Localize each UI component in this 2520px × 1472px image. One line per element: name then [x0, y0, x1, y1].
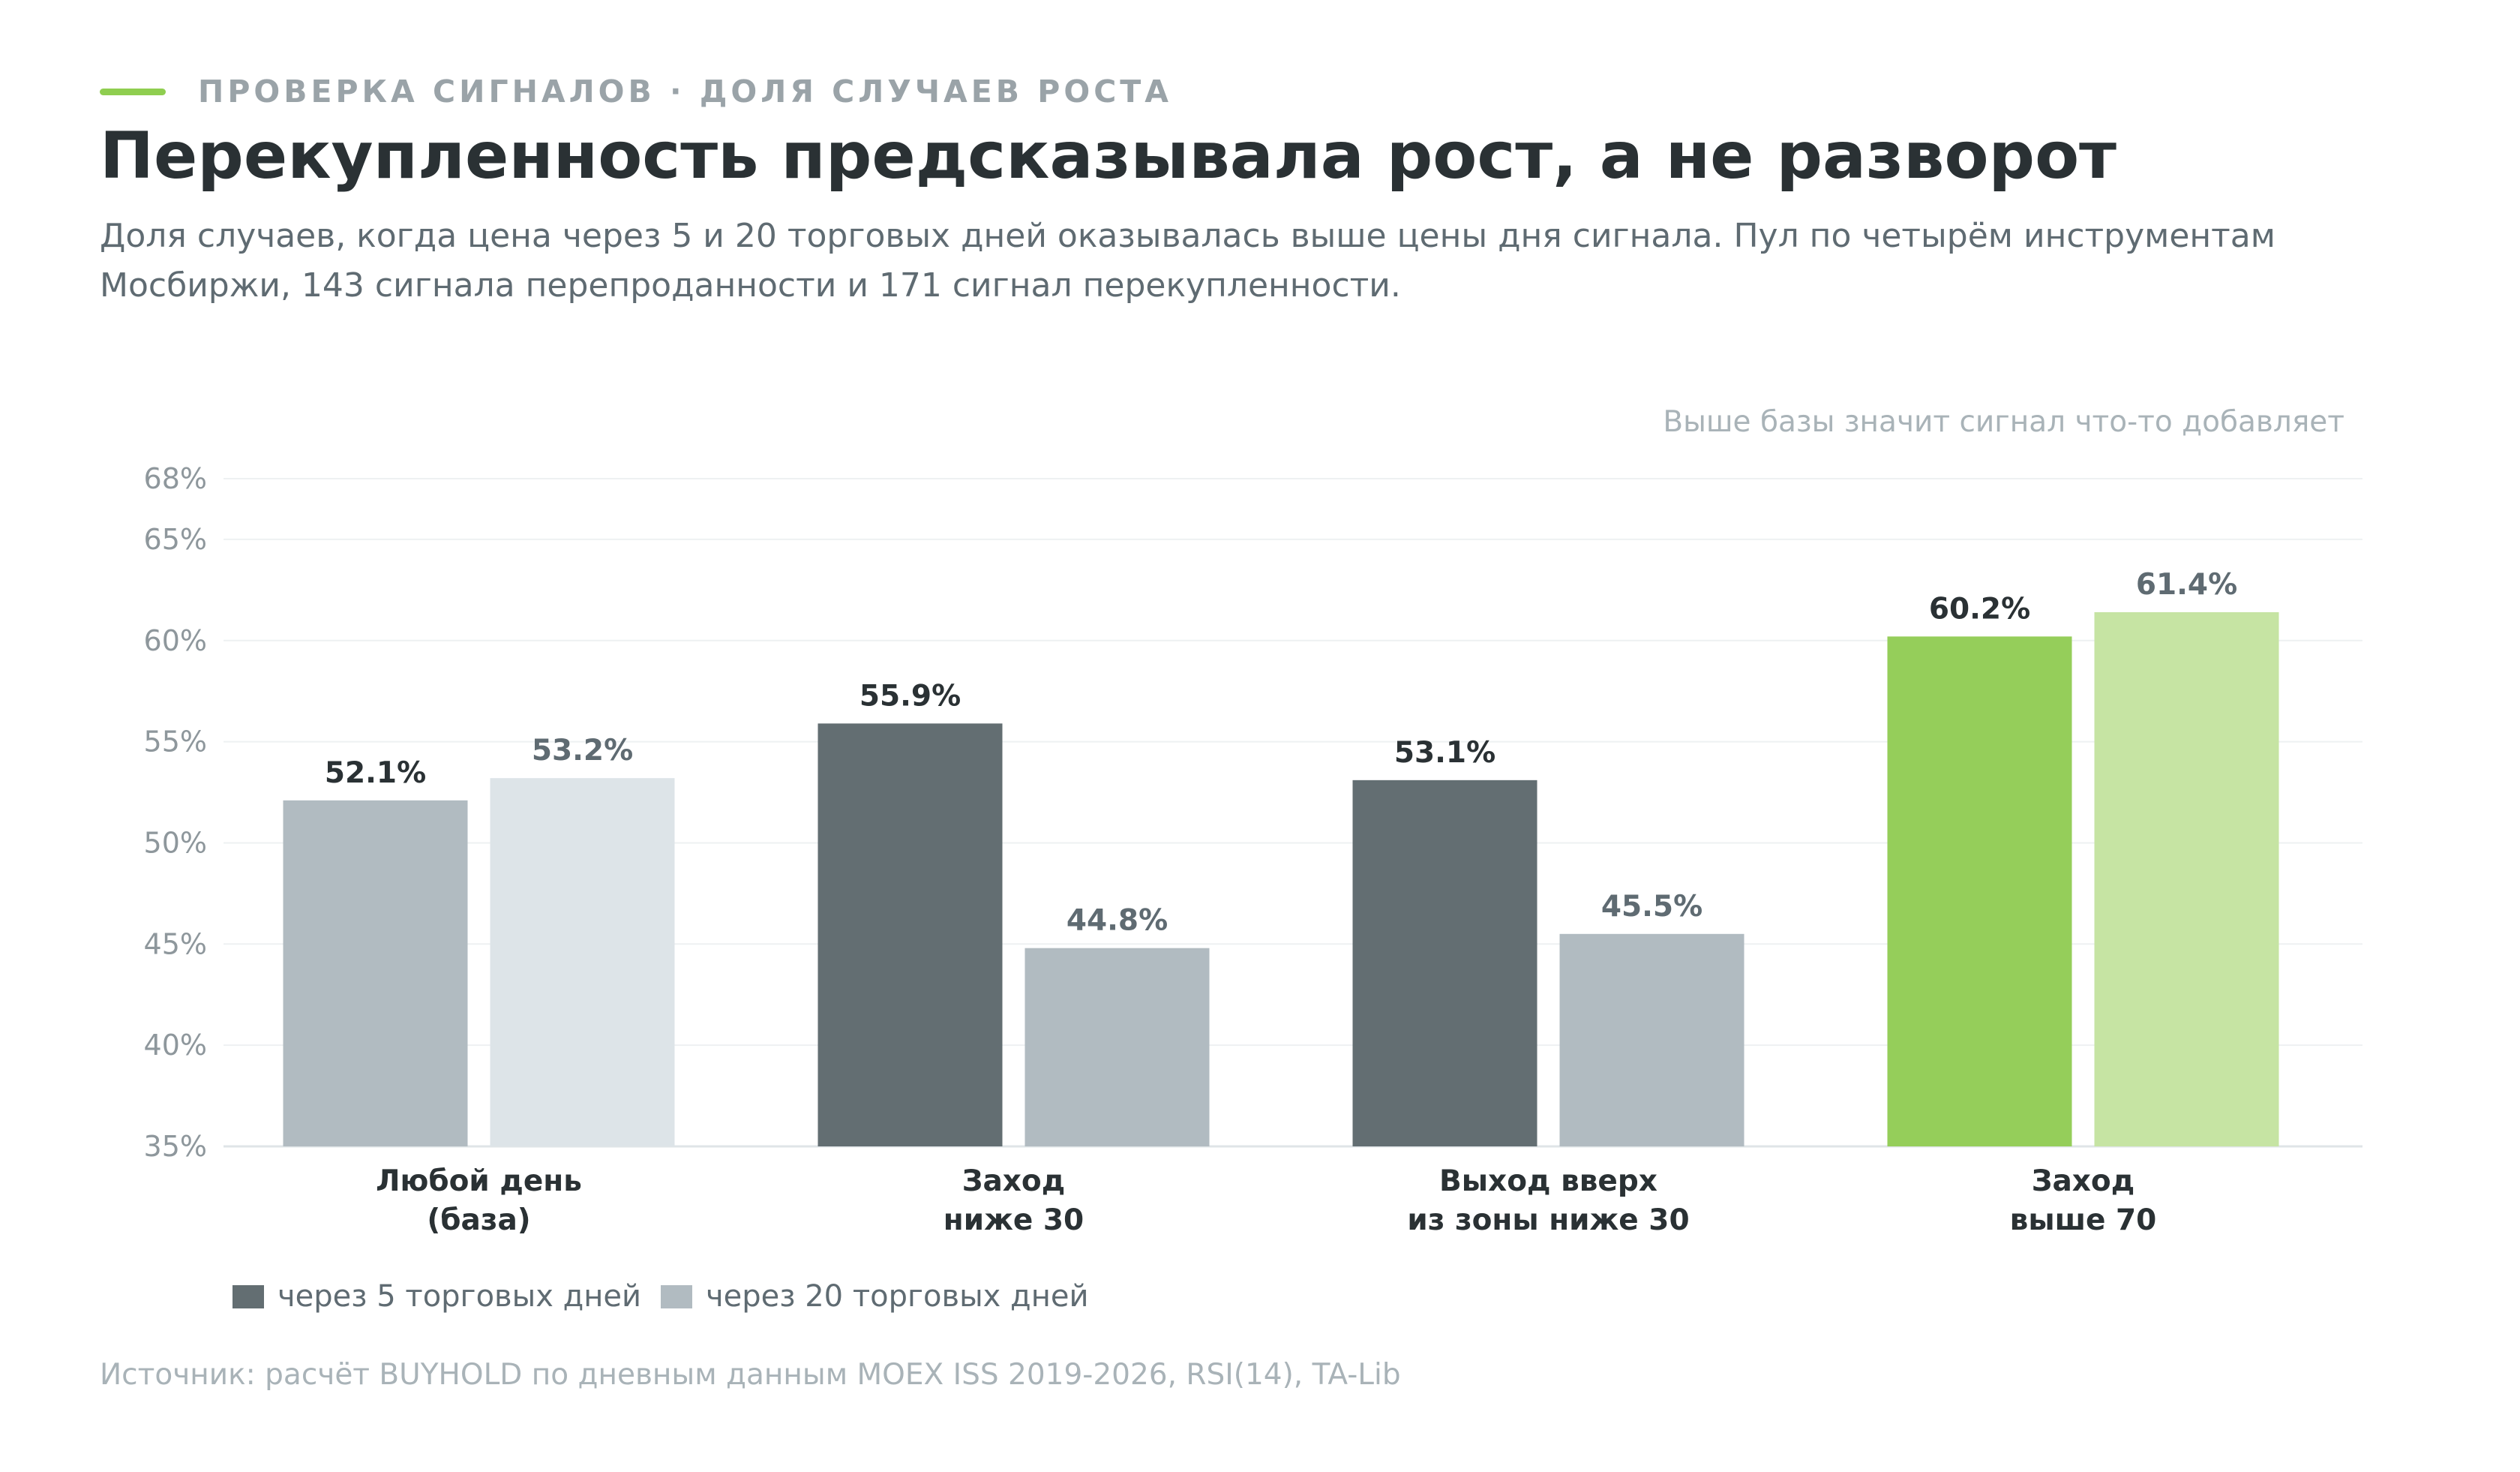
- data-label: 61.4%: [2136, 568, 2237, 602]
- x-category-label: из зоны ниже 30: [1407, 1203, 1689, 1237]
- bar: [1352, 780, 1538, 1146]
- x-category-label: Заход: [2032, 1164, 2134, 1198]
- y-tick-label: 65%: [144, 523, 207, 556]
- y-tick-label: 68%: [144, 462, 207, 495]
- accent-line: [100, 88, 166, 95]
- bar: [2094, 612, 2279, 1146]
- bar: [1559, 933, 1744, 1146]
- legend-label-20d: через 20 торговых дней: [706, 1279, 1089, 1314]
- legend: через 5 торговых дней через 20 торговых …: [232, 1275, 1108, 1317]
- data-label: 55.9%: [860, 679, 961, 713]
- eyebrow: ПРОВЕРКА СИГНАЛОВ · ДОЛЯ СЛУЧАЕВ РОСТА: [100, 72, 1172, 111]
- legend-item-20d: через 20 торговых дней: [661, 1279, 1088, 1314]
- y-tick-label: 35%: [144, 1130, 207, 1163]
- y-tick-label: 60%: [144, 624, 207, 657]
- data-label: 44.8%: [1066, 904, 1168, 938]
- legend-swatch-20d: [661, 1284, 692, 1308]
- x-category-label: ниже 30: [944, 1203, 1084, 1237]
- x-category-label: выше 70: [2010, 1203, 2157, 1237]
- bar: [1024, 948, 1210, 1146]
- x-category-label: Любой день: [376, 1164, 582, 1198]
- bar: [490, 778, 675, 1146]
- legend-label-5d: через 5 торговых дней: [278, 1279, 641, 1314]
- data-label: 60.2%: [1929, 592, 2030, 626]
- y-tick-label: 55%: [144, 725, 207, 759]
- eyebrow-text: ПРОВЕРКА СИГНАЛОВ · ДОЛЯ СЛУЧАЕВ РОСТА: [198, 74, 1173, 110]
- x-category-label: Заход: [962, 1164, 1065, 1198]
- y-tick-label: 50%: [144, 826, 207, 859]
- x-category-label: Выход вверх: [1439, 1164, 1658, 1198]
- chart-title: Перекупленность предсказывала рост, а не…: [100, 119, 2117, 194]
- source-note: Источник: расчёт BUYHOLD по дневным данн…: [100, 1358, 1401, 1392]
- chart-subtitle: Доля случаев, когда цена через 5 и 20 то…: [100, 217, 2276, 305]
- legend-item-5d: через 5 торговых дней: [232, 1279, 641, 1314]
- y-tick-label: 40%: [144, 1029, 207, 1062]
- bar: [283, 800, 468, 1146]
- bar: [818, 723, 1003, 1146]
- x-category-label: (база): [427, 1203, 530, 1237]
- legend-swatch-5d: [232, 1284, 264, 1308]
- data-label: 53.2%: [532, 734, 633, 768]
- data-label: 45.5%: [1601, 890, 1702, 924]
- bar: [1887, 636, 2072, 1146]
- chart-annotation: Выше базы значит сигнал что-то добавляет: [1663, 405, 2344, 439]
- data-label: 53.1%: [1394, 736, 1496, 770]
- data-label: 52.1%: [325, 756, 426, 790]
- y-tick-label: 45%: [144, 927, 207, 960]
